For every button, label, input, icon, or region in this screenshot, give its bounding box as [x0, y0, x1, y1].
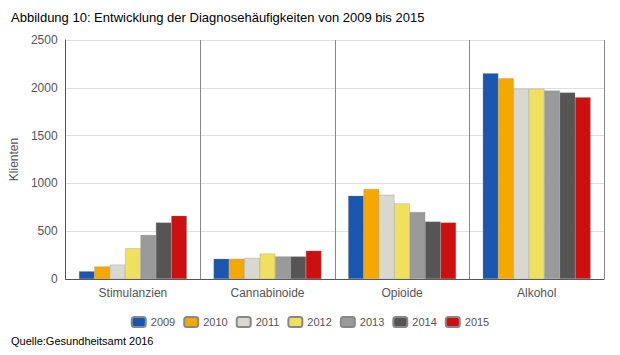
svg-text:500: 500 — [38, 224, 58, 238]
svg-text:Alkohol: Alkohol — [517, 286, 556, 300]
svg-text:Cannabinoide: Cannabinoide — [230, 286, 304, 300]
svg-text:2011: 2011 — [256, 316, 280, 328]
svg-text:0: 0 — [51, 272, 58, 286]
svg-text:2013: 2013 — [360, 316, 384, 328]
svg-text:1000: 1000 — [31, 176, 58, 190]
svg-text:Quelle:Gesundheitsamt 2016: Quelle:Gesundheitsamt 2016 — [11, 335, 153, 347]
svg-text:2014: 2014 — [412, 316, 436, 328]
svg-text:2000: 2000 — [31, 81, 58, 95]
svg-text:Klienten: Klienten — [7, 138, 21, 181]
svg-text:Abbildung 10: Entwicklung der: Abbildung 10: Entwicklung der Diagnosehä… — [11, 10, 424, 25]
svg-text:Opioide: Opioide — [381, 286, 423, 300]
svg-text:2010: 2010 — [203, 316, 227, 328]
svg-text:2015: 2015 — [465, 316, 489, 328]
svg-text:2009: 2009 — [151, 316, 175, 328]
svg-text:2012: 2012 — [307, 316, 331, 328]
svg-text:1500: 1500 — [31, 129, 58, 143]
svg-text:2500: 2500 — [31, 33, 58, 47]
svg-text:Stimulanzien: Stimulanzien — [99, 286, 168, 300]
